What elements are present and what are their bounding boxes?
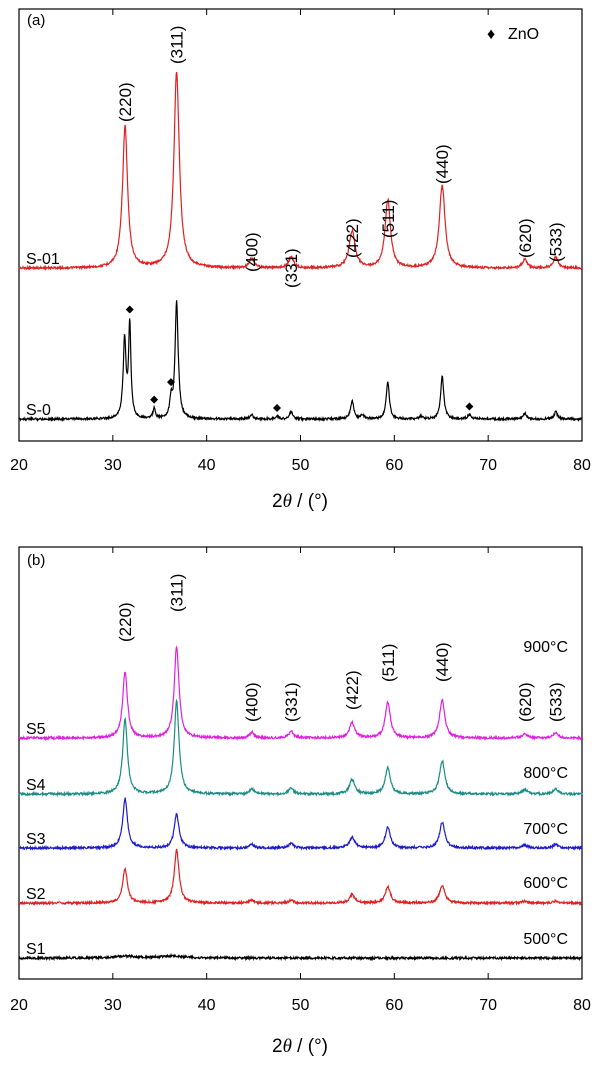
peak-label-440: (440) — [433, 642, 452, 682]
panel-b-frame — [18, 546, 583, 980]
peak-label-422: (422) — [343, 670, 362, 710]
panel-a-x-ticks: 20 30 40 50 60 70 80 — [10, 9, 591, 474]
x-title-prefix: 2 — [272, 1036, 283, 1057]
series-s5-label: S5 — [26, 721, 46, 738]
series-s4-label: S4 — [26, 777, 46, 794]
series-s5-temperature: 900°C — [523, 639, 568, 656]
panel-a-zno-markers — [125, 305, 474, 412]
x-tick-label: 30 — [104, 997, 122, 1014]
panel-a-x-axis-title: 2θ / (°) — [272, 491, 328, 512]
peak-label-511: (511) — [379, 200, 398, 238]
peak-label-400: (400) — [243, 232, 262, 272]
x-tick-label: 50 — [292, 457, 310, 474]
peak-label-331: (331) — [282, 682, 301, 722]
panel-b-x-ticks: 20 30 40 50 60 70 80 — [10, 547, 591, 1014]
panel-a: (a) 20 30 40 50 60 70 80 S-01 S-0 (220) (311) (40… — [10, 8, 591, 512]
x-tick-label: 20 — [10, 457, 28, 474]
peak-label-400: (400) — [243, 682, 262, 722]
x-title-theta: θ — [283, 1036, 292, 1057]
series-s1-label: S1 — [26, 941, 46, 958]
peak-label-440: (440) — [433, 144, 452, 184]
panel-b-label: (b) — [27, 552, 45, 569]
series-s5-line — [18, 645, 583, 742]
x-title-suffix: / (°) — [292, 1036, 328, 1057]
panel-b-series: S5 900°C S4 800°C S3 700°C S2 600°C S1 500°C — [18, 639, 583, 962]
panel-a-frame — [18, 8, 583, 442]
peak-label-620: (620) — [516, 682, 535, 722]
legend-label: ZnO — [508, 26, 539, 43]
x-tick-label: 20 — [10, 997, 28, 1014]
series-s3-label: S3 — [26, 831, 46, 848]
peak-label-620: (620) — [516, 218, 535, 258]
series-s2-label: S2 — [26, 886, 46, 903]
peak-label-311: (311) — [168, 26, 187, 64]
series-s-0-label: S-0 — [26, 402, 51, 419]
series-s-01-label: S-01 — [26, 251, 60, 268]
series-s3-line — [18, 797, 583, 852]
zno-marker — [150, 395, 159, 404]
panel-a-legend: ♦ ZnO — [487, 26, 539, 43]
peak-label-220: (220) — [116, 602, 135, 642]
peak-label-311: (311) — [168, 574, 187, 612]
series-s1-temperature: 500°C — [523, 931, 568, 948]
x-tick-label: 80 — [573, 997, 591, 1014]
series-s2-temperature: 600°C — [523, 875, 568, 892]
zno-marker — [167, 378, 176, 387]
x-tick-label: 60 — [385, 457, 403, 474]
peak-label-331: (331) — [282, 248, 301, 288]
series-s4-line — [18, 698, 583, 798]
zno-marker — [465, 402, 474, 411]
x-tick-label: 70 — [479, 457, 497, 474]
series-s1-line — [18, 952, 583, 962]
x-tick-label: 40 — [198, 457, 216, 474]
x-title-theta: θ — [283, 491, 292, 512]
peak-label-220: (220) — [116, 82, 135, 122]
peak-label-533: (533) — [547, 682, 566, 722]
series-s-01-line — [18, 71, 583, 271]
x-title-suffix: / (°) — [292, 491, 328, 512]
peak-label-422: (422) — [343, 218, 362, 258]
x-tick-label: 80 — [573, 457, 591, 474]
x-tick-label: 50 — [292, 997, 310, 1014]
series-s4-temperature: 800°C — [523, 765, 568, 782]
zno-marker — [125, 305, 134, 314]
x-tick-label: 40 — [198, 997, 216, 1014]
x-title-prefix: 2 — [272, 491, 283, 512]
panel-a-peak-labels: (220) (311) (400) (331) (422) (511) (440) (620)… — [116, 26, 566, 288]
x-tick-label: 70 — [479, 997, 497, 1014]
series-s3-temperature: 700°C — [523, 821, 568, 838]
peak-label-533: (533) — [547, 222, 566, 262]
panel-a-series: S-01 S-0 — [18, 71, 583, 423]
zno-marker — [273, 403, 282, 412]
series-s-0-line — [18, 300, 583, 423]
panel-b-x-axis-title: 2θ / (°) — [272, 1036, 328, 1057]
peak-label-511: (511) — [379, 644, 398, 682]
legend-marker: ♦ — [487, 26, 495, 43]
panel-b-peak-labels: (220) (311) (400) (331) (422) (511) (440) (620)… — [116, 574, 566, 722]
series-s2-line — [18, 848, 583, 907]
panel-b: (b) 20 30 40 50 60 70 80 S5 900°C S4 800°C S3 700°C… — [10, 546, 591, 1057]
x-tick-label: 30 — [104, 457, 122, 474]
x-tick-label: 60 — [385, 997, 403, 1014]
panel-a-label: (a) — [27, 12, 45, 29]
